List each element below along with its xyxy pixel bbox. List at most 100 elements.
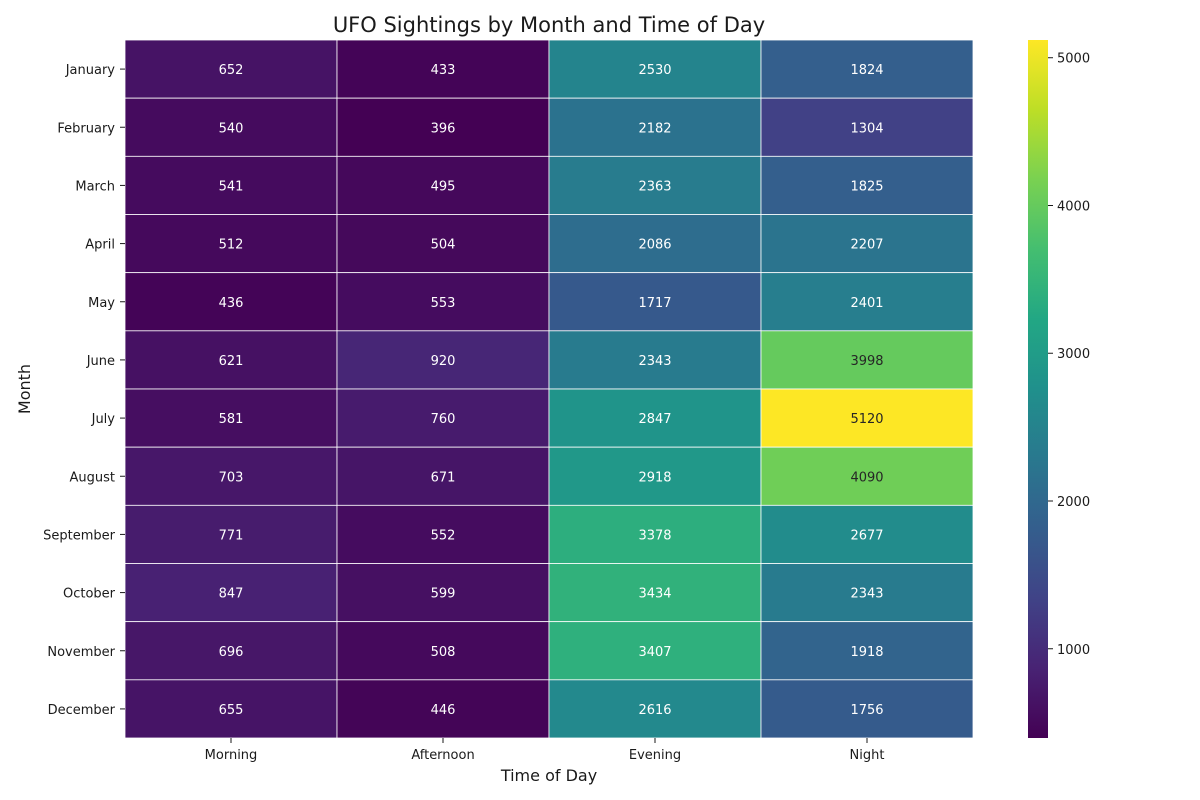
heatmap-cell xyxy=(760,388,974,448)
cell-value-label: 621 xyxy=(219,354,244,369)
heatmap-cell xyxy=(124,446,338,506)
heatmap-cell xyxy=(760,272,974,332)
cell-value-label: 581 xyxy=(219,412,244,427)
x-tick-label: Afternoon xyxy=(411,748,474,763)
cell-value-label: 696 xyxy=(219,645,244,660)
x-axis-ticks: Morning Afternoon Evening Night xyxy=(205,738,885,763)
x-tick-label: Evening xyxy=(629,748,681,763)
heatmap-cell xyxy=(336,621,550,681)
y-tick-label: August xyxy=(70,470,116,485)
cell-value-label: 1825 xyxy=(850,179,883,194)
heatmap-cell xyxy=(124,563,338,623)
y-tick-label: October xyxy=(63,587,116,602)
cell-value-label: 771 xyxy=(219,528,244,543)
heatmap-cell xyxy=(548,388,762,448)
heatmap-cell xyxy=(760,621,974,681)
y-tick-label: January xyxy=(65,63,116,78)
colorbar-tick-label: 5000 xyxy=(1057,52,1090,67)
heatmap-cell xyxy=(336,330,550,390)
y-tick-label: March xyxy=(75,179,115,194)
cell-value-label: 446 xyxy=(431,703,456,718)
cell-value-label: 3434 xyxy=(638,587,671,602)
heatmap-cell xyxy=(760,504,974,564)
cell-value-label: 2207 xyxy=(850,238,883,253)
heatmap-cell xyxy=(124,388,338,448)
heatmap-cell xyxy=(336,39,550,99)
cell-value-label: 2530 xyxy=(638,63,671,78)
heatmap-cell xyxy=(760,563,974,623)
heatmap-cell xyxy=(548,214,762,274)
cell-value-label: 2343 xyxy=(850,587,883,602)
x-axis-label: Time of Day xyxy=(500,766,597,785)
heatmap-cell xyxy=(548,563,762,623)
colorbar-ticks: 1000 2000 3000 4000 5000 xyxy=(1048,52,1090,658)
heatmap-cell xyxy=(548,621,762,681)
cell-value-label: 652 xyxy=(219,63,244,78)
cell-value-label: 2401 xyxy=(850,296,883,311)
cell-value-label: 2343 xyxy=(638,354,671,369)
cell-value-label: 671 xyxy=(431,470,456,485)
cell-value-label: 436 xyxy=(219,296,244,311)
x-tick-label: Night xyxy=(850,748,885,763)
heatmap-cell xyxy=(760,39,974,99)
cell-value-label: 4090 xyxy=(850,470,883,485)
colorbar xyxy=(1028,40,1048,738)
heatmap-cell xyxy=(336,272,550,332)
cell-value-label: 541 xyxy=(219,179,244,194)
cell-value-label: 2918 xyxy=(638,470,671,485)
cell-value-label: 2182 xyxy=(638,121,671,136)
cell-value-label: 655 xyxy=(219,703,244,718)
cell-value-label: 3998 xyxy=(850,354,883,369)
cell-value-label: 760 xyxy=(431,412,456,427)
cell-value-label: 3407 xyxy=(638,645,671,660)
heatmap-cell xyxy=(336,97,550,157)
y-tick-label: April xyxy=(85,238,115,253)
cell-value-label: 495 xyxy=(431,179,456,194)
heatmap-cell xyxy=(548,272,762,332)
cell-value-label: 1717 xyxy=(638,296,671,311)
colorbar-tick-label: 4000 xyxy=(1057,199,1090,214)
cell-value-label: 1756 xyxy=(850,703,883,718)
heatmap-cell xyxy=(548,504,762,564)
cell-value-label: 540 xyxy=(219,121,244,136)
heatmap-cell xyxy=(124,97,338,157)
heatmap-cell xyxy=(336,155,550,215)
y-tick-label: July xyxy=(91,412,116,427)
cell-value-label: 703 xyxy=(219,470,244,485)
colorbar-tick-label: 2000 xyxy=(1057,495,1090,510)
cell-value-label: 553 xyxy=(431,296,456,311)
cell-value-label: 1918 xyxy=(850,645,883,660)
y-tick-label: September xyxy=(43,528,116,543)
cell-value-label: 396 xyxy=(431,121,456,136)
heatmap-cell xyxy=(760,155,974,215)
cell-value-label: 2847 xyxy=(638,412,671,427)
heatmap-cell xyxy=(548,446,762,506)
heatmap-cell xyxy=(124,272,338,332)
heatmap-cell xyxy=(548,39,762,99)
heatmap-cell xyxy=(124,330,338,390)
cell-value-label: 920 xyxy=(431,354,456,369)
cell-value-label: 504 xyxy=(431,238,456,253)
cell-value-label: 599 xyxy=(431,587,456,602)
heatmap-cell xyxy=(548,330,762,390)
heatmap-cell xyxy=(760,679,974,739)
colorbar-tick-label: 3000 xyxy=(1057,347,1090,362)
colorbar-tick-label: 1000 xyxy=(1057,643,1090,658)
cell-value-label: 552 xyxy=(431,528,456,543)
heatmap-cell xyxy=(760,330,974,390)
y-tick-label: February xyxy=(57,121,115,136)
y-axis-ticks: January February March April May June July Augu… xyxy=(43,63,125,718)
heatmap-cells: 652 433 2530 1824 540 396 2182 1304 541 495 2363 18… xyxy=(124,39,974,739)
y-tick-label: November xyxy=(47,645,115,660)
heatmap-cell xyxy=(760,214,974,274)
y-tick-label: December xyxy=(48,703,116,718)
y-axis-label: Month xyxy=(15,364,34,414)
heatmap-cell xyxy=(548,679,762,739)
cell-value-label: 2086 xyxy=(638,238,671,253)
cell-value-label: 847 xyxy=(219,587,244,602)
cell-value-label: 2363 xyxy=(638,179,671,194)
heatmap-cell xyxy=(124,214,338,274)
heatmap-cell xyxy=(336,214,550,274)
cell-value-label: 5120 xyxy=(850,412,883,427)
